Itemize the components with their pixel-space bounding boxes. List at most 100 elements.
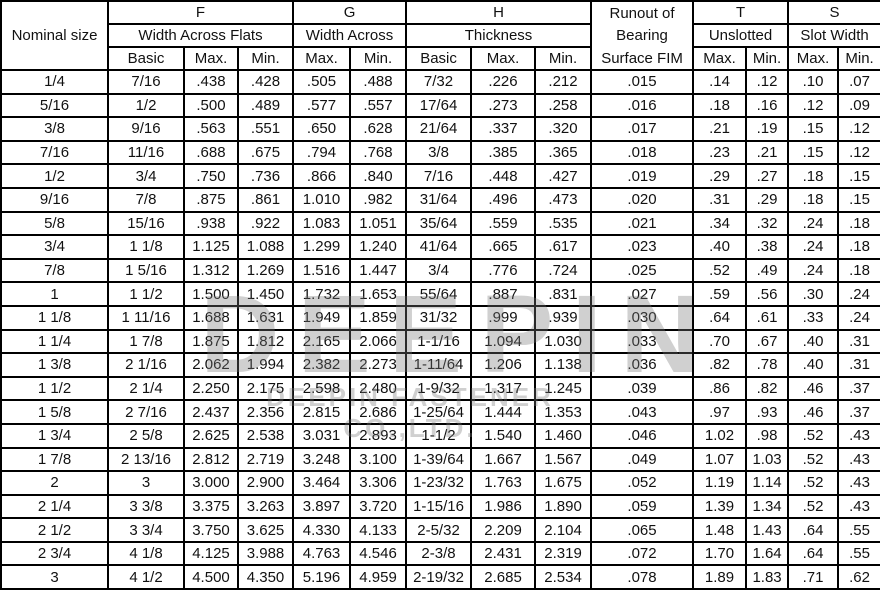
table-row: 7/16 11/16.688.675.794.768 3/8.385.365.018… bbox=[0, 139, 880, 166]
subheader-t-min: Min. bbox=[745, 46, 790, 71]
cell-h-min: .617 bbox=[534, 234, 593, 260]
cell-h-basic: 2-3/8 bbox=[405, 540, 473, 567]
header-nominal-size: Nominal size bbox=[0, 0, 109, 71]
cell-f-max: .438 bbox=[183, 69, 239, 95]
table-row: 1/4 7/16.438.428.505.488 7/32.226.212.015.… bbox=[0, 69, 880, 95]
cell-f-min: 2.538 bbox=[236, 422, 295, 449]
cell-s-max: .52 bbox=[787, 422, 840, 449]
cell-runout-fim: .023 bbox=[590, 234, 695, 260]
cell-nominal-size: 1 7/8 bbox=[0, 446, 109, 473]
header-t: T bbox=[692, 0, 790, 25]
cell-s-min: .18 bbox=[837, 234, 880, 260]
table-row: 9/16 7/8.875.861 1.010.982 31/64.496.473.02… bbox=[0, 186, 880, 213]
table-row: 1 1/2 2 1/4 2.250 2.175 2.598 2.480 1-9/32 1.31… bbox=[0, 375, 880, 402]
cell-nominal-size: 1 3/4 bbox=[0, 422, 109, 449]
cell-f-min: .861 bbox=[236, 186, 295, 213]
cell-h-max: .337 bbox=[470, 116, 537, 142]
header-runout-line3: Surface FIM bbox=[590, 47, 695, 71]
cell-runout-fim: .020 bbox=[590, 186, 695, 213]
cell-f-basic: 15/16 bbox=[107, 210, 185, 237]
cell-h-basic: 55/64 bbox=[405, 281, 473, 307]
cell-t-min: .16 bbox=[745, 92, 790, 119]
cell-g-max: 2.382 bbox=[292, 352, 352, 378]
cell-t-max: .14 bbox=[692, 69, 748, 95]
cell-h-max: .999 bbox=[470, 304, 537, 331]
cell-s-max: .10 bbox=[787, 69, 840, 95]
cell-f-max: .688 bbox=[183, 139, 239, 166]
cell-h-min: .320 bbox=[534, 116, 593, 142]
cell-s-max: .24 bbox=[787, 257, 840, 284]
cell-f-max: 3.000 bbox=[183, 470, 239, 496]
cell-h-min: 1.245 bbox=[534, 375, 593, 402]
cell-g-max: 1.732 bbox=[292, 281, 352, 307]
cell-h-min: 2.104 bbox=[534, 517, 593, 543]
cell-s-max: .18 bbox=[787, 163, 840, 189]
subheader-t-max: Max. bbox=[692, 46, 748, 71]
cell-f-max: .875 bbox=[183, 186, 239, 213]
table-row: 1 5/8 2 7/16 2.437 2.356 2.815 2.686 1-25/64 1.… bbox=[0, 399, 880, 425]
cell-g-max: 1.083 bbox=[292, 210, 352, 237]
cell-s-min: .43 bbox=[837, 470, 880, 496]
cell-s-min: .55 bbox=[837, 540, 880, 567]
cell-s-max: .52 bbox=[787, 446, 840, 473]
header-f: F bbox=[106, 0, 295, 25]
cell-t-min: .27 bbox=[745, 163, 790, 189]
cell-runout-fim: .018 bbox=[590, 139, 695, 166]
cell-h-basic: 1-15/16 bbox=[405, 493, 473, 520]
cell-s-max: .64 bbox=[787, 540, 840, 567]
cell-nominal-size: 1 1/8 bbox=[0, 304, 109, 331]
cell-f-basic: 1 1/8 bbox=[107, 234, 185, 260]
cell-g-min: 2.686 bbox=[349, 399, 408, 425]
cell-f-basic: 2 1/4 bbox=[107, 375, 185, 402]
cell-h-basic: 2-19/32 bbox=[405, 564, 473, 591]
cell-t-min: .56 bbox=[745, 281, 790, 307]
cell-f-basic: 1 11/16 bbox=[107, 304, 185, 331]
cell-h-max: 1.094 bbox=[470, 328, 537, 355]
cell-f-min: 1.994 bbox=[236, 352, 295, 378]
cell-g-min: .628 bbox=[349, 116, 408, 142]
cell-nominal-size: 1 1/2 bbox=[0, 375, 109, 402]
cell-h-basic: 1-1/16 bbox=[405, 328, 473, 355]
cell-f-min: 2.356 bbox=[236, 399, 295, 425]
cell-runout-fim: .027 bbox=[590, 281, 695, 307]
cell-s-min: .12 bbox=[837, 139, 880, 166]
cell-s-min: .43 bbox=[837, 422, 880, 449]
cell-h-max: 2.685 bbox=[470, 564, 537, 591]
cell-f-basic: 3/4 bbox=[107, 163, 185, 189]
cell-g-max: .505 bbox=[292, 69, 352, 95]
cell-h-basic: 31/64 bbox=[405, 186, 473, 213]
cell-h-basic: 2-5/32 bbox=[405, 517, 473, 543]
cell-s-min: .43 bbox=[837, 446, 880, 473]
header-s-sub: Slot Width bbox=[787, 23, 880, 48]
cell-h-max: .385 bbox=[470, 139, 537, 166]
table-row: 1 1/4 1 7/8 1.875 1.812 2.165 2.066 1-1/16 1.09… bbox=[0, 328, 880, 355]
cell-g-max: 1.010 bbox=[292, 186, 352, 213]
cell-s-min: .18 bbox=[837, 257, 880, 284]
cell-f-basic: 7/8 bbox=[107, 186, 185, 213]
cell-s-max: .12 bbox=[787, 92, 840, 119]
cell-g-max: 2.598 bbox=[292, 375, 352, 402]
cell-f-min: 3.625 bbox=[236, 517, 295, 543]
cell-t-max: .97 bbox=[692, 399, 748, 425]
cell-g-max: 1.949 bbox=[292, 304, 352, 331]
header-t-sub: Unslotted bbox=[692, 23, 790, 48]
cell-h-basic: 21/64 bbox=[405, 116, 473, 142]
cell-g-max: .866 bbox=[292, 163, 352, 189]
cell-h-max: 1.444 bbox=[470, 399, 537, 425]
cell-f-basic: 3 bbox=[107, 470, 185, 496]
cell-g-max: 3.248 bbox=[292, 446, 352, 473]
cell-f-max: 2.250 bbox=[183, 375, 239, 402]
cell-f-max: 1.312 bbox=[183, 257, 239, 284]
cell-h-min: .939 bbox=[534, 304, 593, 331]
cell-f-min: 3.263 bbox=[236, 493, 295, 520]
cell-s-max: .30 bbox=[787, 281, 840, 307]
cell-h-min: .724 bbox=[534, 257, 593, 284]
cell-f-basic: 3 3/4 bbox=[107, 517, 185, 543]
cell-runout-fim: .065 bbox=[590, 517, 695, 543]
cell-h-max: .273 bbox=[470, 92, 537, 119]
cell-runout-fim: .015 bbox=[590, 69, 695, 95]
cell-h-max: .226 bbox=[470, 69, 537, 95]
cell-nominal-size: 7/8 bbox=[0, 257, 109, 284]
cell-f-basic: 9/16 bbox=[107, 116, 185, 142]
table-row: 5/16 1/2.500.489.577.557 17/64.273.258.016… bbox=[0, 92, 880, 119]
